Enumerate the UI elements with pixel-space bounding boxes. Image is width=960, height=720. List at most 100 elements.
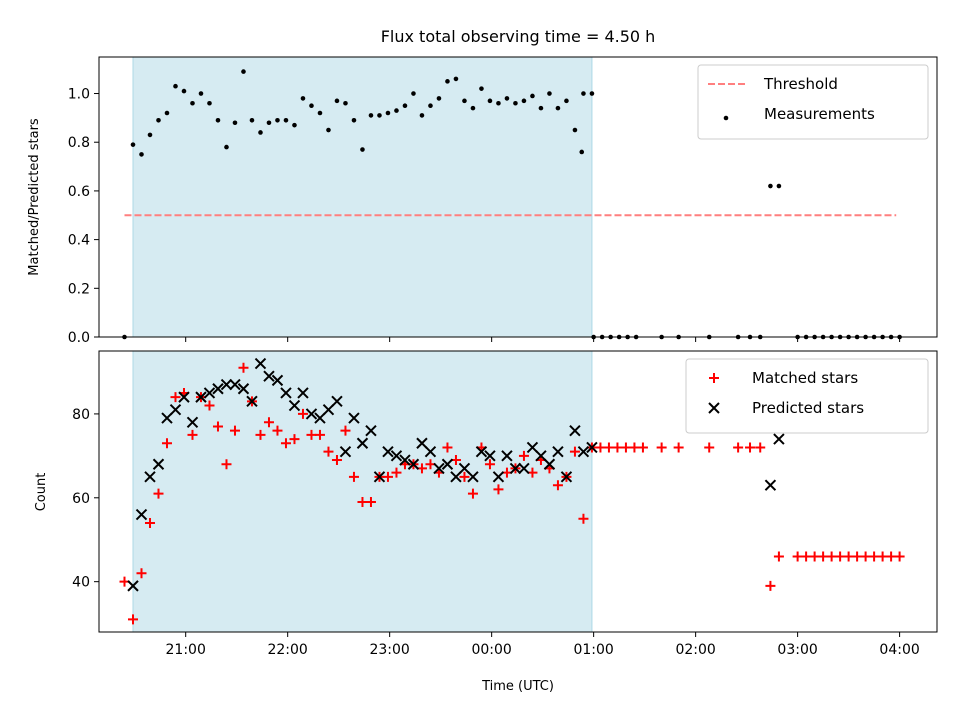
matched-point: [153, 488, 164, 499]
matched-point: [894, 551, 905, 562]
predicted-point: [237, 383, 250, 395]
ratio-y-axis-label: Matched/Predicted stars: [27, 118, 42, 276]
y-tick-label: 0.2: [68, 281, 90, 297]
ratio-panel: Matched/Predicted stars 0.0 0.2 0.4 0.6 0.8 1…: [27, 56, 938, 346]
measurement-point: [232, 120, 238, 126]
predicted-point: [586, 441, 598, 454]
matched-point: [255, 429, 266, 440]
measurement-point: [470, 105, 476, 111]
predicted-point: [314, 412, 326, 424]
matched-point: [637, 442, 648, 453]
legend-box: [685, 358, 929, 434]
predicted-point: [280, 387, 292, 399]
matched-point: [826, 551, 837, 562]
predicted-point: [212, 383, 224, 395]
predicted-point: [484, 450, 496, 462]
matched-point: [221, 459, 232, 470]
x-tick-label: 22:00: [267, 642, 307, 658]
matched-point: [869, 551, 880, 562]
measurement-point: [402, 103, 408, 108]
predicted-point: [348, 412, 360, 424]
predicted-point: [535, 450, 547, 462]
predicted-point: [331, 395, 343, 408]
predicted-point: [552, 445, 564, 458]
measurement-point: [436, 96, 442, 101]
series-predicted-stars: [127, 357, 785, 592]
matched-point: [442, 442, 453, 453]
matched-point: [773, 551, 784, 562]
matched-point: [704, 442, 715, 453]
matched-point: [493, 484, 504, 495]
measurement-point: [538, 105, 544, 111]
y-tick-label: 0.8: [68, 135, 90, 151]
matched-point: [272, 425, 283, 436]
y-tick-label: 0.6: [68, 184, 90, 200]
measurement-point: [343, 100, 348, 106]
predicted-point: [161, 412, 173, 424]
matched-point: [280, 438, 291, 449]
matched-point: [297, 408, 308, 419]
predicted-point: [263, 370, 275, 382]
matched-point: [578, 513, 589, 524]
legend-box: [697, 64, 929, 140]
measurement-point: [156, 118, 161, 123]
measurement-point: [207, 100, 212, 106]
predicted-point: [433, 462, 445, 475]
measurement-point: [266, 120, 272, 126]
matched-point: [603, 442, 614, 453]
measurement-point: [776, 183, 782, 189]
predicted-point: [467, 471, 479, 483]
y-tick-label: 80: [72, 407, 90, 423]
matched-point: [818, 551, 829, 562]
matched-point: [484, 459, 495, 470]
predicted-point: [416, 437, 428, 449]
matched-point: [809, 551, 820, 562]
matched-point: [745, 442, 756, 453]
matched-point: [136, 568, 147, 579]
measurement-point: [283, 118, 289, 123]
predicted-point: [492, 471, 505, 483]
matched-point: [306, 429, 317, 440]
matched-point: [348, 471, 359, 482]
measurement-point: [513, 100, 518, 106]
predicted-point: [475, 445, 488, 458]
measurement-point: [241, 69, 246, 74]
predicted-point: [441, 458, 454, 470]
predicted-point: [373, 471, 386, 483]
y-tick-label: 60: [72, 491, 90, 507]
measurement-point: [334, 98, 340, 104]
matched-point: [877, 551, 888, 562]
measurement-point: [139, 152, 144, 157]
predicted-point: [254, 357, 267, 370]
matched-point: [391, 467, 402, 478]
measurement-point: [198, 91, 204, 96]
matched-point: [620, 442, 631, 453]
matched-point: [289, 434, 300, 445]
measurement-point: [530, 93, 535, 99]
measurement-point: [579, 149, 585, 155]
matched-point: [357, 496, 368, 507]
measurement-point: [581, 91, 586, 96]
count-y-axis-label: Count: [34, 473, 49, 512]
predicted-point: [356, 437, 369, 449]
measurement-point: [462, 98, 467, 104]
matched-point: [755, 442, 766, 453]
measurement-point: [190, 100, 195, 106]
x-tick-label: 03:00: [777, 642, 817, 658]
legend-predicted-swatch: [708, 402, 720, 414]
measurement-point: [547, 91, 552, 96]
matched-point: [801, 551, 812, 562]
y-tick-label: 1.0: [68, 87, 90, 103]
measurement-point: [445, 79, 450, 84]
measurement-point: [504, 96, 510, 101]
measurement-point: [564, 98, 569, 104]
predicted-point: [135, 508, 148, 521]
matched-point: [340, 425, 351, 436]
count-panel: Count Time (UTC) 21:00 22:00 23:00 00:00 01:…: [34, 350, 938, 694]
predicted-point: [169, 404, 182, 416]
measurement-point: [309, 103, 314, 108]
matched-point: [331, 455, 342, 466]
matched-point: [323, 446, 334, 457]
matched-point: [569, 446, 580, 457]
measurement-point: [181, 88, 187, 94]
